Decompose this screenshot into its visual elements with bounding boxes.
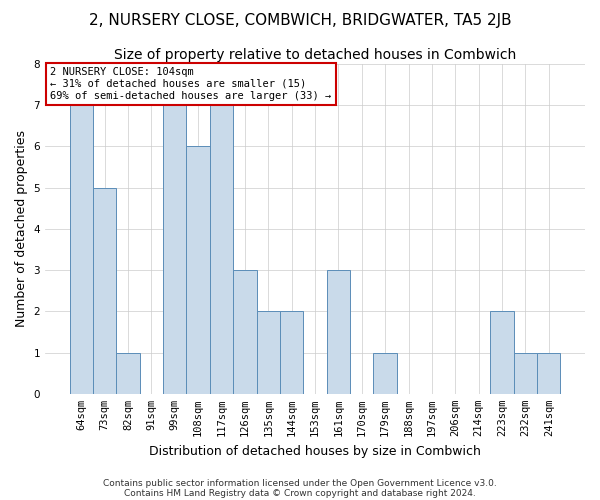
Bar <box>210 106 233 394</box>
Text: 2 NURSERY CLOSE: 104sqm
← 31% of detached houses are smaller (15)
69% of semi-de: 2 NURSERY CLOSE: 104sqm ← 31% of detache… <box>50 68 332 100</box>
Text: Contains HM Land Registry data © Crown copyright and database right 2024.: Contains HM Land Registry data © Crown c… <box>124 488 476 498</box>
Bar <box>233 270 257 394</box>
Bar <box>116 352 140 394</box>
Bar <box>70 106 93 394</box>
Text: 2, NURSERY CLOSE, COMBWICH, BRIDGWATER, TA5 2JB: 2, NURSERY CLOSE, COMBWICH, BRIDGWATER, … <box>89 12 511 28</box>
Bar <box>257 312 280 394</box>
Bar <box>373 352 397 394</box>
Y-axis label: Number of detached properties: Number of detached properties <box>15 130 28 328</box>
Bar <box>537 352 560 394</box>
Bar <box>514 352 537 394</box>
Text: Contains public sector information licensed under the Open Government Licence v3: Contains public sector information licen… <box>103 478 497 488</box>
Bar <box>280 312 304 394</box>
Title: Size of property relative to detached houses in Combwich: Size of property relative to detached ho… <box>114 48 516 62</box>
X-axis label: Distribution of detached houses by size in Combwich: Distribution of detached houses by size … <box>149 444 481 458</box>
Bar <box>93 188 116 394</box>
Bar <box>327 270 350 394</box>
Bar <box>187 146 210 394</box>
Bar <box>163 106 187 394</box>
Bar <box>490 312 514 394</box>
